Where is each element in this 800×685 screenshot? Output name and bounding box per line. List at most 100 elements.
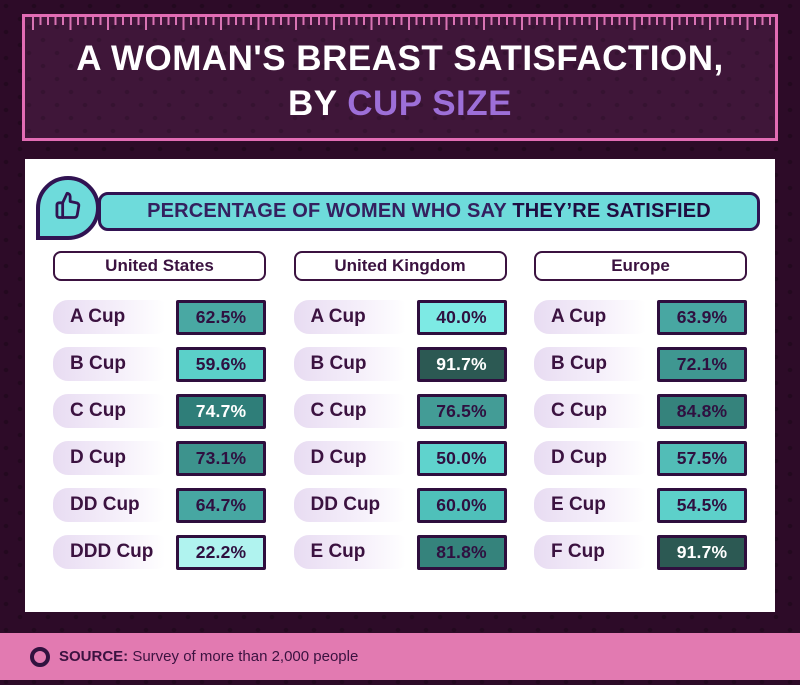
- cup-size-label: E Cup: [551, 494, 606, 515]
- page-title: A WOMAN'S BREAST SATISFACTION, BY CUP SI…: [76, 37, 723, 127]
- country-rows: A Cup 40.0% B Cup 91.7% C Cup 76.5% D Cu…: [293, 299, 507, 570]
- cup-size-label: F Cup: [551, 541, 605, 562]
- cup-size-label: D Cup: [551, 447, 607, 468]
- table-row: E Cup 54.5%: [534, 487, 747, 523]
- satisfaction-value-box: 50.0%: [416, 440, 507, 476]
- title-line-2: BY CUP SIZE: [76, 82, 723, 127]
- satisfaction-value: 57.5%: [676, 447, 728, 468]
- satisfaction-value-box: 59.6%: [176, 346, 266, 382]
- title-highlight: CUP SIZE: [347, 83, 512, 123]
- cup-size-label: B Cup: [551, 353, 607, 374]
- banner-text-regular: PERCENTAGE OF WOMEN WHO SAY: [147, 200, 513, 222]
- cup-label-pill: B Cup: [293, 347, 412, 381]
- country-title: United States: [105, 256, 214, 275]
- satisfaction-value: 63.9%: [676, 306, 728, 327]
- columns: United States A Cup 62.5% B Cup 59.6% C …: [53, 251, 747, 570]
- cup-size-label: C Cup: [70, 400, 126, 421]
- satisfaction-value-box: 54.5%: [657, 487, 747, 523]
- cup-label-pill: C Cup: [534, 394, 652, 428]
- satisfaction-value: 50.0%: [436, 447, 487, 468]
- cup-label-pill: D Cup: [53, 441, 171, 475]
- cup-size-label: DD Cup: [70, 494, 140, 515]
- satisfaction-value: 81.8%: [436, 541, 487, 562]
- satisfaction-value: 91.7%: [436, 353, 487, 374]
- satisfaction-value-box: 22.2%: [176, 534, 266, 570]
- satisfaction-value-box: 84.8%: [657, 393, 747, 429]
- satisfaction-value-box: 74.7%: [176, 393, 266, 429]
- cup-label-pill: C Cup: [293, 394, 412, 428]
- thumbs-up-icon: [52, 190, 84, 227]
- satisfaction-value: 22.2%: [195, 541, 247, 562]
- country-column: United States A Cup 62.5% B Cup 59.6% C …: [53, 251, 266, 570]
- table-row: DDD Cup 22.2%: [53, 534, 266, 570]
- satisfaction-value-box: 76.5%: [416, 393, 507, 429]
- cup-label-pill: D Cup: [534, 441, 652, 475]
- title-line-1: A WOMAN'S BREAST SATISFACTION,: [76, 38, 724, 78]
- cup-size-label: C Cup: [551, 400, 607, 421]
- country-title: United Kingdom: [334, 256, 466, 275]
- table-row: B Cup 72.1%: [534, 346, 747, 382]
- satisfaction-value: 91.7%: [676, 541, 728, 562]
- cup-size-label: A Cup: [551, 306, 607, 327]
- cup-label-pill: F Cup: [534, 535, 652, 569]
- table-row: A Cup 62.5%: [53, 299, 266, 335]
- source-label: SOURCE:: [59, 648, 129, 665]
- table-row: E Cup 81.8%: [293, 534, 507, 570]
- satisfaction-value-box: 81.8%: [416, 534, 507, 570]
- cup-label-pill: C Cup: [53, 394, 171, 428]
- cup-size-label: D Cup: [70, 447, 126, 468]
- thumbs-up-bubble: [36, 176, 100, 240]
- cup-size-label: B Cup: [70, 353, 126, 374]
- satisfaction-value-box: 63.9%: [657, 299, 747, 335]
- cup-label-pill: DD Cup: [293, 488, 412, 522]
- table-row: C Cup 76.5%: [293, 393, 507, 429]
- cup-label-pill: A Cup: [534, 300, 652, 334]
- satisfaction-value: 72.1%: [676, 353, 728, 374]
- satisfaction-value-box: 40.0%: [416, 299, 507, 335]
- satisfaction-value-box: 91.7%: [416, 346, 507, 382]
- satisfaction-value: 64.7%: [195, 494, 247, 515]
- satisfaction-value: 54.5%: [676, 494, 728, 515]
- satisfaction-value-box: 73.1%: [176, 440, 266, 476]
- header: A WOMAN'S BREAST SATISFACTION, BY CUP SI…: [22, 14, 778, 141]
- banner-text-bold: THEY’RE SATISFIED: [512, 200, 711, 222]
- satisfaction-value-box: 64.7%: [176, 487, 266, 523]
- country-header: United States: [53, 251, 266, 281]
- cup-size-label: E Cup: [310, 541, 366, 562]
- satisfaction-value: 84.8%: [676, 400, 728, 421]
- country-header: Europe: [534, 251, 747, 281]
- content-card: PERCENTAGE OF WOMEN WHO SAY THEY’RE SATI…: [25, 159, 775, 612]
- table-row: B Cup 91.7%: [293, 346, 507, 382]
- table-row: C Cup 84.8%: [534, 393, 747, 429]
- source-text: SOURCE: Survey of more than 2,000 people: [59, 648, 358, 665]
- banner-text: PERCENTAGE OF WOMEN WHO SAY THEY’RE SATI…: [147, 200, 711, 223]
- cup-label-pill: DD Cup: [53, 488, 171, 522]
- ring-icon: [30, 646, 50, 667]
- table-row: B Cup 59.6%: [53, 346, 266, 382]
- cup-label-pill: E Cup: [534, 488, 652, 522]
- satisfaction-value: 59.6%: [195, 353, 247, 374]
- table-row: D Cup 50.0%: [293, 440, 507, 476]
- table-row: F Cup 91.7%: [534, 534, 747, 570]
- table-row: A Cup 63.9%: [534, 299, 747, 335]
- title-line-2-prefix: BY: [287, 83, 348, 123]
- satisfaction-value-box: 62.5%: [176, 299, 266, 335]
- cup-size-label: DDD Cup: [70, 541, 154, 562]
- satisfaction-value-box: 60.0%: [416, 487, 507, 523]
- satisfaction-value-box: 91.7%: [657, 534, 747, 570]
- cup-size-label: C Cup: [310, 400, 367, 421]
- cup-label-pill: A Cup: [293, 300, 412, 334]
- ruler-ticks-short: [32, 17, 772, 25]
- table-row: DD Cup 64.7%: [53, 487, 266, 523]
- cup-size-label: DD Cup: [310, 494, 381, 515]
- cup-label-pill: DDD Cup: [53, 535, 171, 569]
- cup-size-label: A Cup: [310, 306, 366, 327]
- satisfaction-value: 76.5%: [436, 400, 487, 421]
- country-column: Europe A Cup 63.9% B Cup 72.1% C Cup 84.…: [534, 251, 747, 570]
- country-header: United Kingdom: [293, 251, 507, 281]
- table-row: A Cup 40.0%: [293, 299, 507, 335]
- satisfaction-value: 73.1%: [195, 447, 247, 468]
- country-rows: A Cup 63.9% B Cup 72.1% C Cup 84.8% D Cu…: [534, 299, 747, 570]
- cup-label-pill: E Cup: [293, 535, 412, 569]
- table-row: C Cup 74.7%: [53, 393, 266, 429]
